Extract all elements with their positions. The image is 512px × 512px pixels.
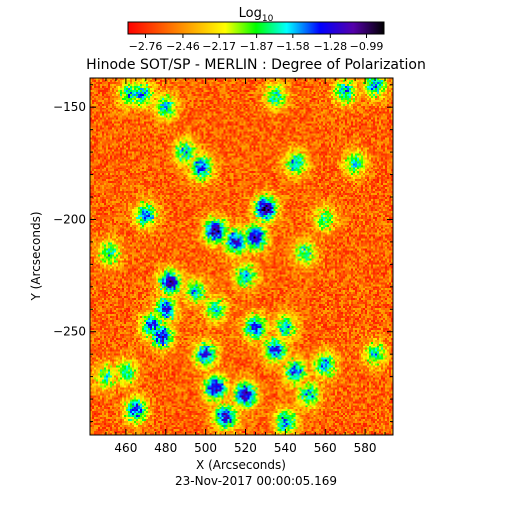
colorbar-tick-label: −1.28 — [313, 40, 347, 53]
plot-area: 460 480 500 520 540 560 580 −150 −200 −250 — [53, 77, 394, 455]
x-axis: 460 480 500 520 540 560 580 — [105, 78, 386, 455]
timestamp: 23-Nov-2017 00:00:05.169 — [175, 474, 337, 488]
x-tick-label: 480 — [154, 441, 177, 455]
y-tick-label: −200 — [53, 212, 86, 226]
x-tick-label: 460 — [114, 441, 137, 455]
colorbar-tick-label: −2.76 — [129, 40, 163, 53]
colorbar-tick-label: −1.58 — [276, 40, 310, 53]
colorbar-tick-label: −0.99 — [350, 40, 384, 53]
y-axis: −150 −200 −250 — [53, 84, 393, 423]
chart-title: Hinode SOT/SP - MERLIN : Degree of Polar… — [86, 57, 426, 73]
colorbar-gradient — [127, 21, 385, 35]
colorbar-tick-label: −1.87 — [240, 40, 274, 53]
colorbar-label: Log10 — [239, 6, 274, 24]
x-tick-label: 540 — [274, 441, 297, 455]
x-axis-label: X (Arcseconds) — [196, 458, 286, 472]
x-tick-label: 500 — [194, 441, 217, 455]
x-tick-label: 520 — [234, 441, 257, 455]
x-tick-label: 580 — [354, 441, 377, 455]
colorbar: Log10 −2.76 −2.46 −2.17 −1.87 −1.58 −1.28 −0.9… — [127, 6, 385, 53]
heatmap-image — [90, 78, 393, 435]
y-tick-label: −150 — [53, 100, 86, 114]
y-axis-label: Y (Arcseconds) — [29, 211, 43, 301]
y-tick-label: −250 — [53, 325, 86, 339]
colorbar-tick-label: −2.17 — [202, 40, 236, 53]
plot-frame — [89, 77, 394, 436]
x-tick-label: 560 — [314, 441, 337, 455]
colorbar-ticks: −2.76 −2.46 −2.17 −1.87 −1.58 −1.28 −0.99 — [129, 34, 384, 53]
colorbar-tick-label: −2.46 — [166, 40, 200, 53]
